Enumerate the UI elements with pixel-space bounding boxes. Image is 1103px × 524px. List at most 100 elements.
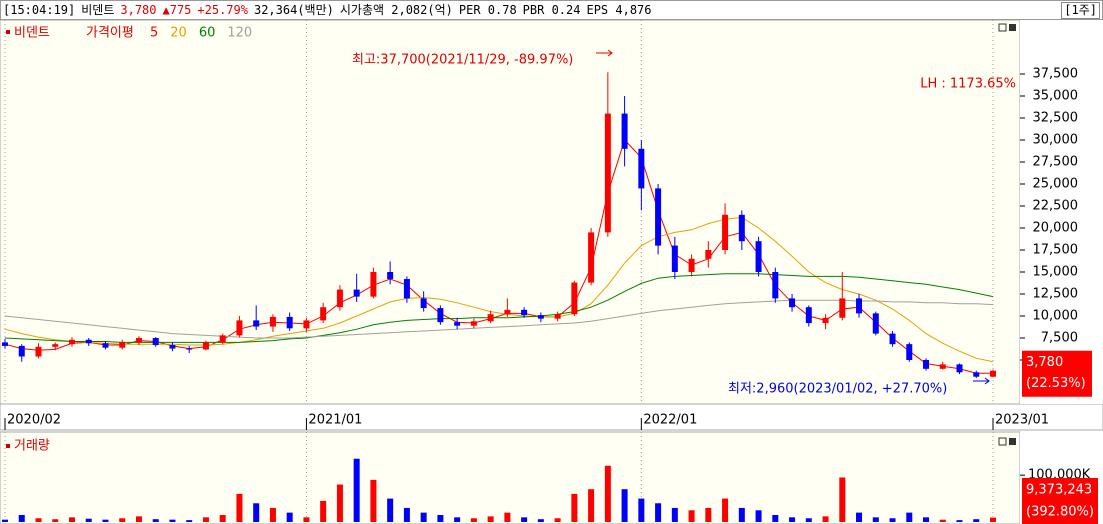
candle-body bbox=[655, 188, 662, 246]
volume-bar bbox=[738, 507, 745, 522]
candle-body bbox=[772, 272, 779, 299]
legend-label: 가격이평 bbox=[86, 26, 134, 41]
y-tick-label: 37,500 bbox=[1033, 67, 1079, 82]
candle-body bbox=[52, 344, 59, 347]
volume-bar bbox=[521, 517, 528, 522]
price: 3,780 bbox=[120, 3, 157, 17]
date-strip bbox=[0, 403, 1103, 431]
price-axis-bg bbox=[1020, 20, 1103, 404]
ma-line bbox=[4, 273, 994, 343]
x-tick-label: 2023/01 bbox=[995, 413, 1049, 428]
price-panel bbox=[0, 20, 1021, 405]
volume-bar bbox=[18, 514, 25, 522]
period-button[interactable]: [1주] bbox=[1061, 2, 1100, 19]
candle-body bbox=[119, 342, 126, 348]
volume-bar bbox=[571, 493, 578, 522]
volume-bar bbox=[135, 516, 142, 522]
candle-body bbox=[889, 333, 896, 345]
candle-body bbox=[286, 316, 293, 329]
ma-line bbox=[4, 216, 994, 363]
high-annotation: 최고:37,700(2021/11/29, -89.97%) bbox=[352, 53, 573, 68]
volume-bar bbox=[839, 477, 846, 522]
y-tick-label: 35,000 bbox=[1033, 89, 1079, 104]
candle-body bbox=[705, 250, 712, 259]
candle-body bbox=[320, 307, 327, 321]
volume-bar bbox=[387, 498, 394, 522]
y-tick-label: 17,500 bbox=[1033, 243, 1079, 258]
volume-bar bbox=[85, 518, 92, 522]
candle-body bbox=[219, 335, 226, 343]
volume-bar bbox=[353, 458, 360, 522]
candle-body bbox=[186, 348, 193, 350]
market-cap: 시가총액 2,082(억) bbox=[339, 3, 453, 17]
volume-bar bbox=[604, 465, 611, 522]
volume-bar bbox=[35, 518, 42, 522]
candle-body bbox=[671, 245, 678, 272]
volume-bar bbox=[923, 517, 930, 522]
volume-bar bbox=[822, 516, 829, 522]
x-tick-label: 2022/01 bbox=[643, 413, 697, 428]
candle-body bbox=[923, 360, 930, 369]
last-volume: 9,373,243 bbox=[1026, 483, 1092, 498]
volume-bar bbox=[2, 519, 8, 522]
header-bar: [15:04:19] 비덴트 3,780 ▲775 +25.79% 32,364(백만) 시… bbox=[0, 0, 1103, 20]
volume-bar bbox=[939, 519, 946, 522]
candle-body bbox=[236, 320, 243, 336]
panel-button[interactable] bbox=[1009, 24, 1016, 31]
last-volume-change: (392.80%) bbox=[1026, 505, 1094, 520]
legend-marker bbox=[6, 30, 10, 34]
volume-bar bbox=[470, 518, 477, 522]
volume-bar bbox=[554, 518, 561, 522]
volume-bar bbox=[990, 517, 996, 522]
y-tick-label: 10,000 bbox=[1033, 309, 1079, 324]
last-price: 3,780 bbox=[1026, 355, 1063, 370]
volume-bar bbox=[973, 519, 980, 522]
candle-body bbox=[470, 321, 477, 326]
y-tick-label: 32,500 bbox=[1033, 111, 1079, 126]
volume-bar bbox=[889, 518, 896, 522]
legend-entry: 20 bbox=[170, 26, 187, 41]
volume-bar bbox=[68, 517, 75, 522]
volume-bar bbox=[403, 507, 410, 522]
volume-bar bbox=[487, 516, 494, 522]
y-tick-label: 30,000 bbox=[1033, 133, 1079, 148]
panel-button[interactable] bbox=[998, 437, 1007, 446]
candle-body bbox=[35, 346, 42, 357]
panel-button[interactable] bbox=[998, 23, 1007, 32]
candle-body bbox=[202, 342, 209, 350]
candle-body bbox=[738, 214, 745, 242]
candle-body bbox=[135, 338, 142, 343]
arrow bbox=[973, 377, 990, 385]
candle-body bbox=[370, 272, 377, 297]
candle-body bbox=[353, 289, 360, 297]
candle-body bbox=[621, 113, 628, 149]
candle-body bbox=[537, 315, 544, 319]
candle-body bbox=[973, 372, 980, 377]
legend-entry: 60 bbox=[199, 26, 216, 41]
candle-body bbox=[521, 309, 528, 316]
volume-bar bbox=[705, 507, 712, 522]
legend-marker bbox=[6, 444, 10, 448]
volume-bar bbox=[119, 518, 126, 522]
volume-bar bbox=[504, 512, 511, 522]
volume-bar bbox=[236, 493, 243, 522]
volume-bar bbox=[956, 520, 963, 522]
candle-body bbox=[504, 309, 511, 315]
candle-body bbox=[588, 232, 595, 283]
volume-bar bbox=[370, 479, 377, 522]
candle-body bbox=[990, 370, 996, 377]
volume-bar bbox=[437, 514, 444, 522]
candle-body bbox=[789, 298, 796, 308]
candle-body bbox=[68, 339, 75, 345]
candle-body bbox=[939, 364, 946, 369]
candle-body bbox=[253, 320, 260, 327]
candle-body bbox=[856, 298, 863, 314]
y-tick-label: 20,000 bbox=[1033, 221, 1079, 236]
candle-body bbox=[688, 258, 695, 272]
volume-bar bbox=[789, 517, 796, 522]
volume-bar bbox=[805, 518, 812, 522]
price-box bbox=[1022, 350, 1092, 397]
panel-button[interactable] bbox=[1009, 438, 1016, 445]
per: PER 0.78 bbox=[458, 3, 517, 17]
volume-bar bbox=[655, 503, 662, 522]
